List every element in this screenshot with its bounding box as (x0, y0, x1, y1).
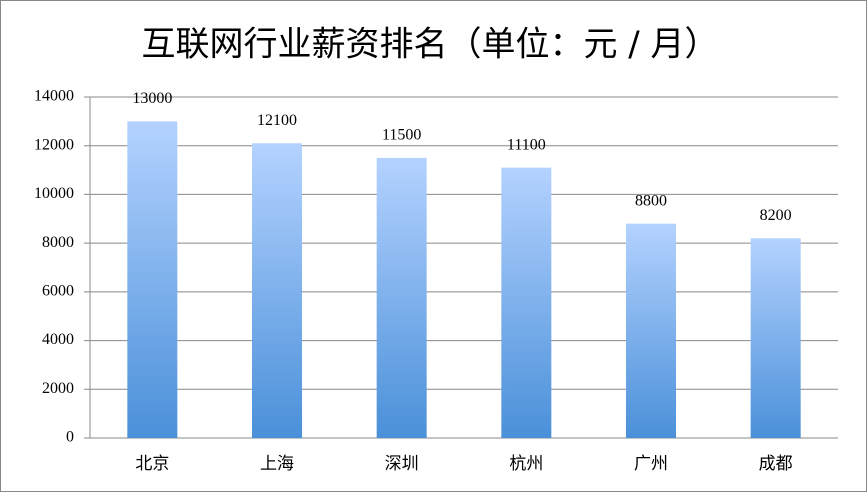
chart-title: 互联网行业薪资排名（单位：元 / 月） (141, 25, 718, 65)
x-tick-label: 上海 (260, 454, 294, 474)
data-label: 8800 (635, 192, 667, 209)
bar (750, 238, 801, 438)
data-label: 11500 (382, 127, 421, 144)
data-label: 8200 (760, 207, 792, 224)
y-tick-label: 14000 (34, 88, 74, 105)
x-tick-label: 成都 (759, 454, 793, 474)
data-label: 12100 (257, 112, 297, 129)
y-tick-label: 6000 (42, 283, 74, 300)
y-tick-label: 10000 (34, 185, 74, 202)
x-tick-label: 北京 (135, 454, 169, 474)
bar (376, 157, 427, 438)
data-label: 11100 (507, 136, 546, 153)
data-label: 13000 (132, 90, 172, 107)
x-tick-label: 深圳 (385, 454, 419, 474)
bar (626, 223, 676, 438)
y-tick-label: 4000 (42, 331, 74, 348)
y-tick-label: 0 (66, 429, 74, 446)
x-tick-label: 杭州 (509, 454, 543, 474)
bar (501, 167, 552, 438)
y-tick-label: 8000 (42, 234, 74, 251)
y-tick-label: 12000 (34, 136, 74, 153)
y-tick-label: 2000 (42, 380, 74, 397)
bar (127, 121, 178, 438)
bar (252, 143, 302, 438)
x-tick-label: 广州 (634, 454, 668, 474)
